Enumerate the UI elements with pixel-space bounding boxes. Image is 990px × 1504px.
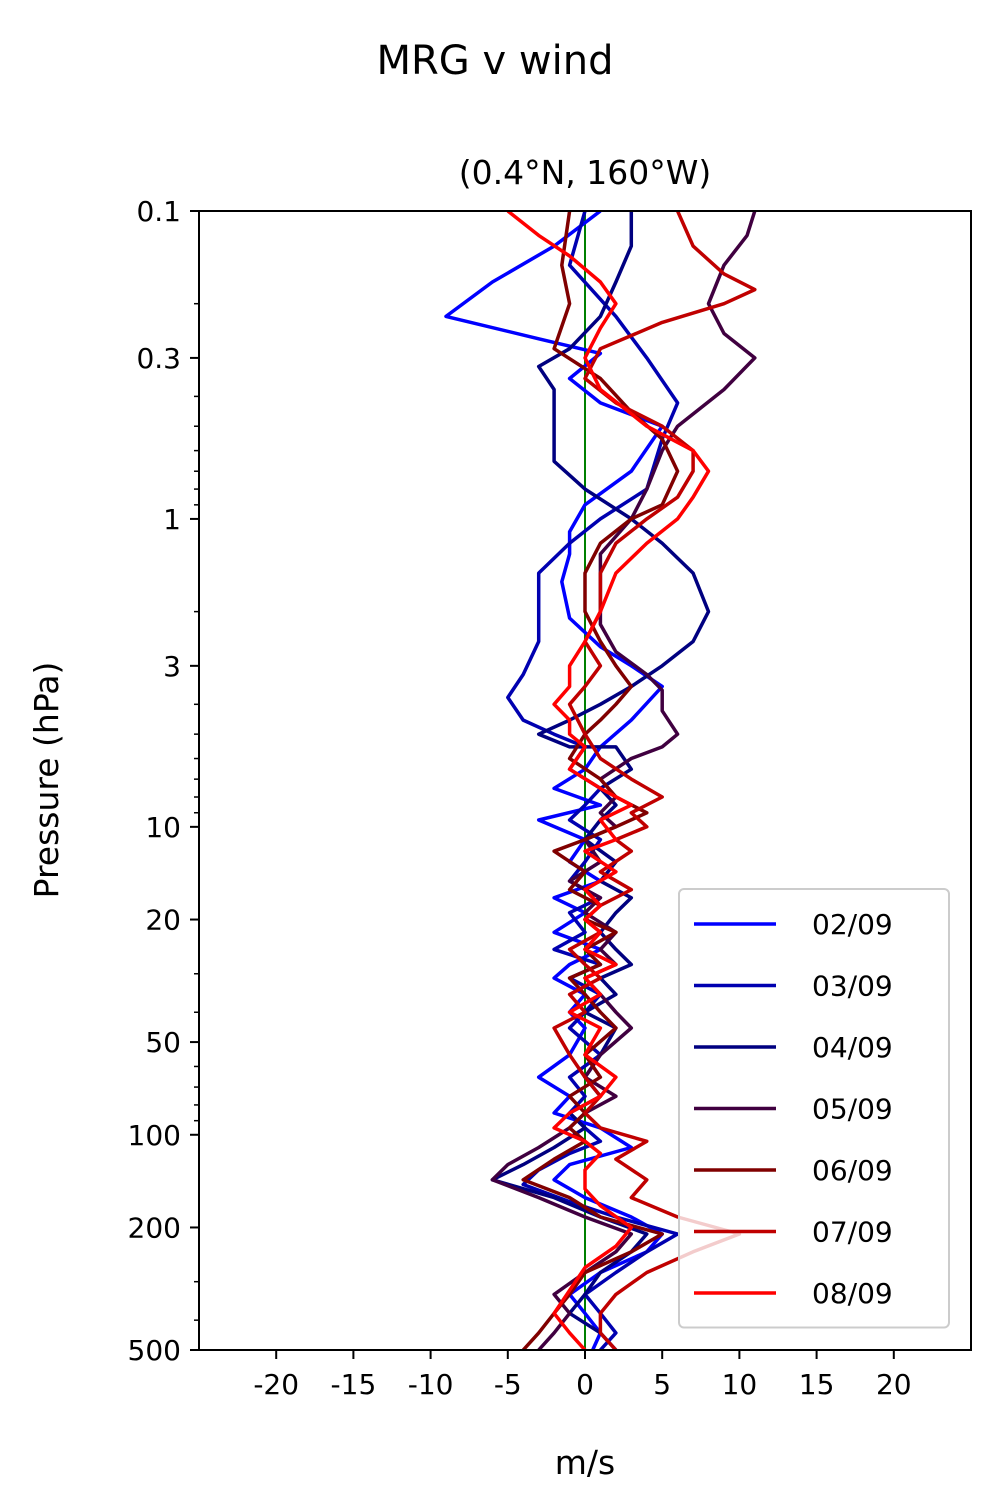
legend-label: 02/09 (812, 908, 893, 941)
legend-label: 04/09 (812, 1031, 893, 1064)
y-tick-label: 200 (128, 1211, 181, 1244)
legend-label: 05/09 (812, 1093, 893, 1126)
series-line-08-09 (506, 211, 711, 1350)
x-tick-label: 15 (799, 1368, 835, 1401)
legend: 02/09 03/09 04/09 05/09 06/09 07/09 08/09 (678, 888, 950, 1329)
x-tick-label: 0 (576, 1368, 594, 1401)
y-tick-label: 0.1 (136, 195, 181, 228)
x-tick-label: -15 (331, 1368, 377, 1401)
series-line-06-09 (521, 211, 680, 1350)
chart-subtitle: (0.4°N, 160°W) (459, 153, 712, 192)
legend-label: 03/09 (812, 970, 893, 1003)
y-tick-label: 500 (128, 1334, 181, 1367)
y-axis-title: Pressure (hPa) (27, 662, 66, 899)
y-tick-label: 3 (163, 650, 181, 683)
y-tick-label: 0.3 (136, 342, 181, 375)
axes-layer: -20 -15 -10 -5 0 5 10 15 20 0.1 0.3 1 3 10 20 50 100 200 5… (128, 195, 972, 1401)
x-axis-title: m/s (555, 1443, 615, 1482)
x-tick-label: 20 (876, 1368, 912, 1401)
series-line-03-09 (506, 211, 680, 1350)
chart-title: MRG v wind (377, 38, 614, 84)
x-tick-label: -10 (408, 1368, 454, 1401)
series-line-07-09 (552, 211, 757, 1350)
x-tick-label: -20 (253, 1368, 299, 1401)
x-tick-label: 5 (653, 1368, 671, 1401)
legend-box (678, 888, 950, 1329)
y-tick-label: 50 (145, 1026, 181, 1059)
y-tick-label: 20 (145, 904, 181, 937)
series-line-02-09 (444, 211, 664, 1350)
y-tick-label: 100 (128, 1119, 181, 1152)
y-tick-label: 1 (163, 503, 181, 536)
x-tick-label: 10 (722, 1368, 758, 1401)
series-layer (444, 211, 757, 1350)
y-tick-label: 10 (145, 811, 181, 844)
legend-label: 07/09 (812, 1216, 893, 1249)
legend-label: 08/09 (812, 1277, 893, 1310)
x-tick-label: -5 (494, 1368, 522, 1401)
legend-label: 06/09 (812, 1154, 893, 1187)
